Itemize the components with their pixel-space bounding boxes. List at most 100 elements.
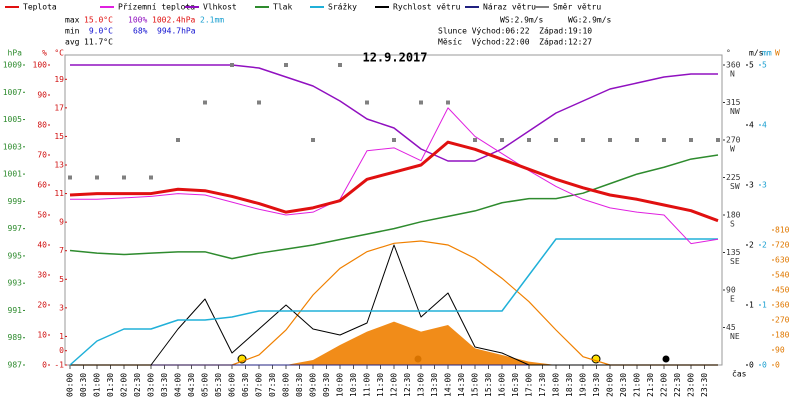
direction-point — [473, 138, 477, 142]
moonrise-icon — [662, 355, 670, 363]
legend-label: Přízemní teplota — [118, 3, 195, 12]
x-tick-label: 12:00 — [390, 373, 399, 397]
y-tick-label: 135 — [726, 248, 741, 257]
x-tick-label: 19:30 — [592, 373, 601, 397]
y-tick-label: 270 — [726, 136, 741, 145]
stat: 994.7hPa — [157, 27, 196, 36]
direction-point — [284, 63, 288, 67]
x-tick-label: 08:00 — [282, 373, 291, 397]
direction-point — [689, 138, 693, 142]
y-tick-label: 1005 — [3, 115, 22, 124]
direction-point — [230, 63, 234, 67]
legend-label: Náraz větru — [483, 3, 536, 12]
y-tick-label: 4 — [762, 121, 767, 130]
y-tick-label: 995 — [8, 251, 23, 260]
y-tick-label: 40 — [37, 241, 47, 250]
info: Slunce Východ:06:22 Západ:19:10 — [438, 27, 592, 36]
direction-point — [176, 138, 180, 142]
x-tick-label: 00:30 — [79, 373, 88, 397]
info: Měsíc Východ:22:00 Západ:12:27 — [438, 38, 592, 47]
stat: 2.1mm — [200, 16, 224, 25]
axis-unit: ° — [726, 49, 731, 58]
direction-point — [419, 100, 423, 105]
x-tick-label: 22:30 — [673, 373, 682, 397]
solar-area — [70, 321, 718, 365]
y-tick-label: 450 — [775, 286, 790, 295]
direction-point — [608, 138, 612, 142]
y-tick-label: 30 — [37, 271, 47, 280]
compass-label: S — [730, 220, 735, 229]
compass-label: E — [730, 295, 735, 304]
axis-unit: m/s — [749, 49, 764, 58]
y-tick-label: 90 — [775, 346, 785, 355]
y-tick-label: 0 — [762, 361, 767, 370]
x-tick-label: 05:30 — [214, 373, 223, 397]
y-tick-label: 989 — [8, 333, 23, 342]
stat: 100% — [128, 16, 147, 25]
y-tick-label: 9 — [59, 218, 64, 227]
y-tick-label: 1 — [59, 332, 64, 341]
compass-label: N — [730, 70, 735, 79]
y-tick-label: 2 — [749, 241, 754, 250]
direction-point — [446, 100, 450, 105]
series-line — [70, 244, 718, 366]
compass-label: W — [730, 145, 735, 154]
stat: 9.0°C — [84, 27, 113, 36]
x-tick-label: 01:00 — [93, 373, 102, 397]
x-tick-label: 14:00 — [444, 373, 453, 397]
info: WS:2.9m/s — [500, 16, 544, 25]
y-tick-label: 5 — [749, 61, 754, 70]
x-tick-label: 07:00 — [255, 373, 264, 397]
direction-point — [203, 100, 207, 105]
direction-point — [392, 138, 396, 142]
legend-label: Srážky — [328, 3, 357, 12]
x-tick-label: 19:00 — [579, 373, 588, 397]
compass-label: NW — [730, 107, 740, 116]
series-line — [69, 140, 719, 223]
direction-point — [311, 138, 315, 142]
x-tick-label: 12:30 — [403, 373, 412, 397]
y-tick-label: 3 — [762, 181, 767, 190]
x-tick-label: 09:30 — [322, 373, 331, 397]
x-tick-label: 02:30 — [133, 373, 142, 397]
stat: 68% — [133, 27, 148, 36]
legend-label: Teplota — [23, 3, 57, 12]
y-tick-label: 180 — [726, 211, 741, 220]
y-tick-label: 991 — [8, 306, 23, 315]
compass-label: SE — [730, 257, 740, 266]
x-tick-label: 03:30 — [160, 373, 169, 397]
axis-unit: °C — [54, 49, 64, 58]
y-tick-label: 1009 — [3, 61, 22, 70]
axis-unit: mm — [762, 49, 772, 58]
x-tick-label: 20:00 — [606, 373, 615, 397]
y-tick-label: 0 — [775, 361, 780, 370]
x-tick-label: 06:30 — [241, 373, 250, 397]
y-tick-label: 1007 — [3, 88, 22, 97]
y-tick-label: 360 — [775, 301, 790, 310]
y-tick-label: 5 — [762, 61, 767, 70]
direction-point — [257, 100, 261, 105]
y-tick-label: 15 — [54, 132, 64, 141]
compass-label: NE — [730, 332, 740, 341]
y-tick-label: 45 — [726, 323, 736, 332]
x-tick-label: 13:00 — [417, 373, 426, 397]
x-tick-label: 22:00 — [660, 373, 669, 397]
x-tick-label: 23:00 — [687, 373, 696, 397]
stat: 1002.4hPa — [152, 16, 196, 25]
x-tick-label: 18:30 — [565, 373, 574, 397]
stat-label: avg — [65, 38, 80, 47]
direction-point — [338, 63, 342, 67]
y-tick-label: 80 — [37, 121, 47, 130]
x-tick-label: 04:00 — [174, 373, 183, 397]
axis-unit: hPa — [8, 49, 23, 58]
x-tick-label: 21:00 — [633, 373, 642, 397]
y-tick-label: 5 — [59, 275, 64, 284]
x-tick-label: 05:00 — [201, 373, 210, 397]
y-tick-label: 1 — [762, 301, 767, 310]
direction-point — [554, 138, 558, 142]
x-tick-label: 17:30 — [538, 373, 547, 397]
stat: 15.0°C — [84, 16, 113, 25]
stat: 11.7°C — [84, 38, 113, 47]
direction-point — [122, 175, 126, 180]
x-tick-label: 11:30 — [376, 373, 385, 397]
